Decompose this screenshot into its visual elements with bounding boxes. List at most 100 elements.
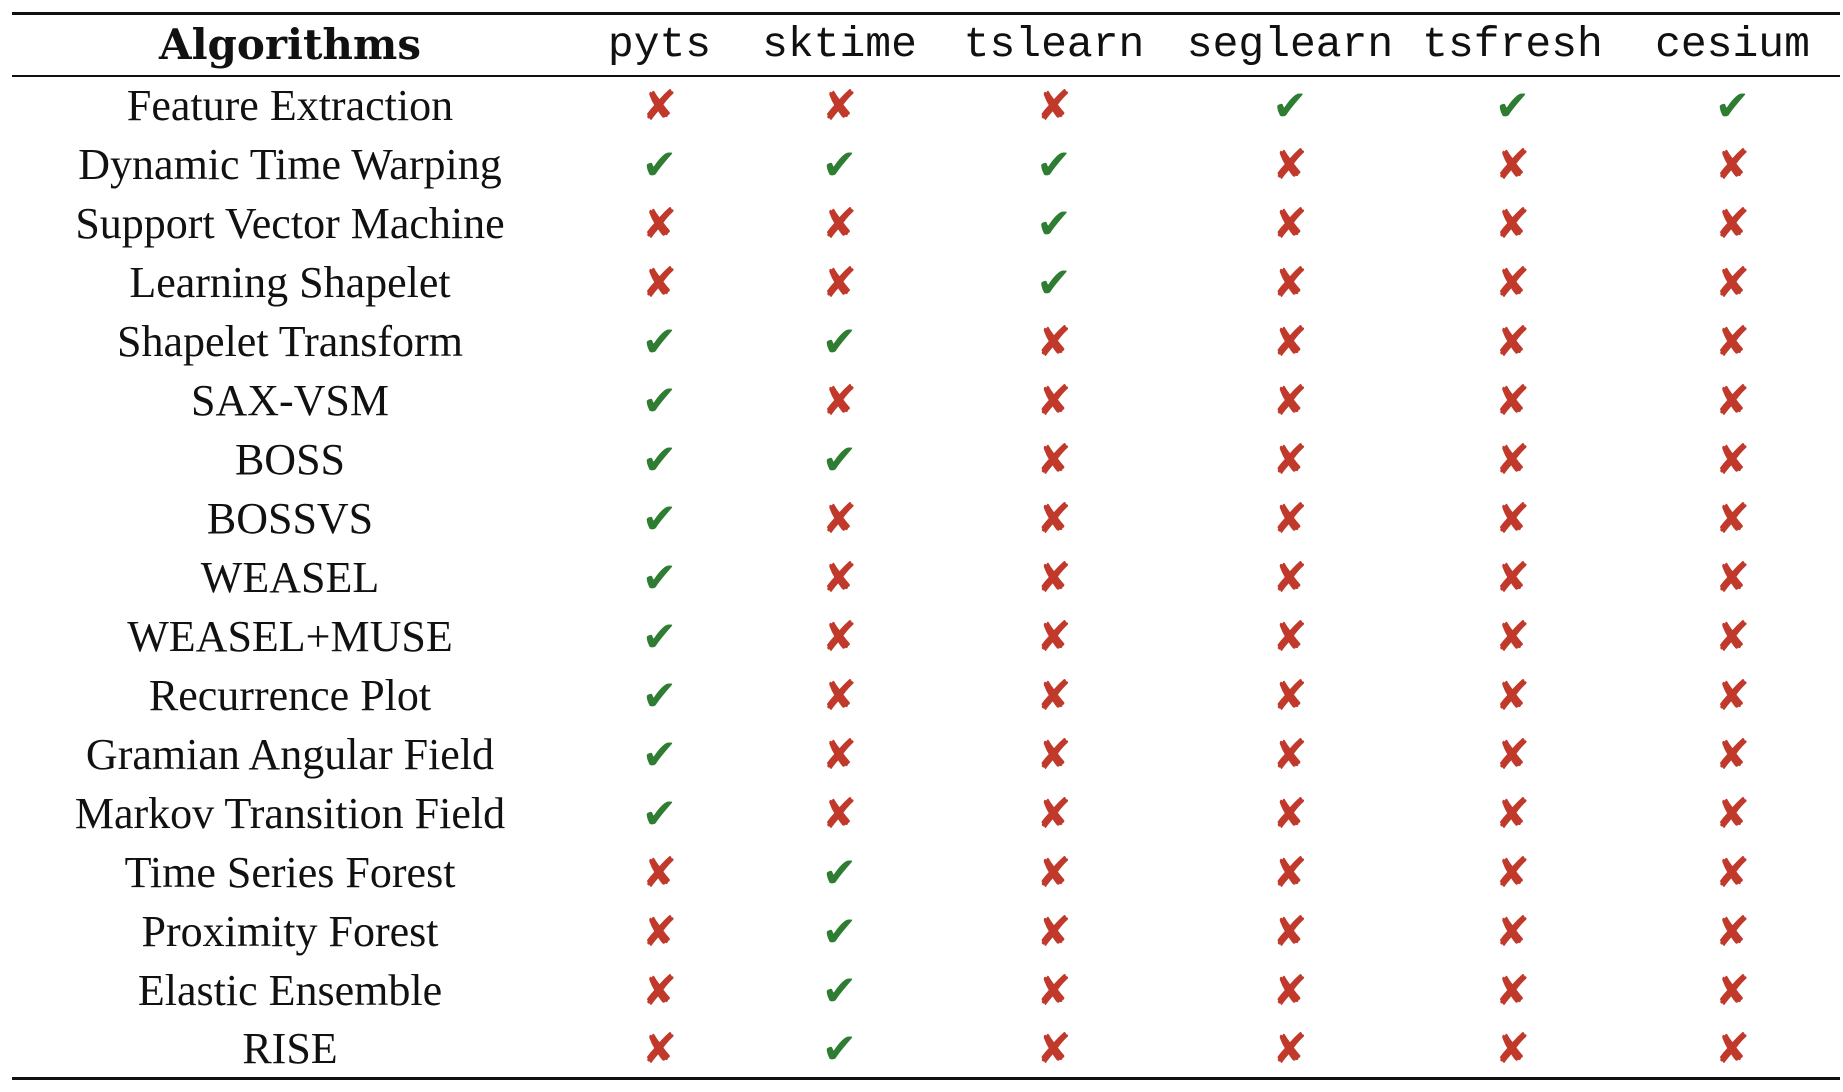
table-row: Time Series Forest ✘ ✔ ✘ ✘ ✘ ✘ bbox=[12, 843, 1840, 902]
table-row: Gramian Angular Field ✔ ✘ ✘ ✘ ✘ ✘ bbox=[12, 725, 1840, 784]
table-row: WEASEL+MUSE ✔ ✘ ✘ ✘ ✘ ✘ bbox=[12, 607, 1840, 666]
cross-mark-icon-tsfresh: ✘ bbox=[1494, 493, 1531, 543]
cross-mark-icon-tsfresh: ✘ bbox=[1494, 906, 1531, 956]
cross-mark-icon-seglearn: ✘ bbox=[1272, 611, 1308, 661]
check-mark-icon-pyts: ✔ bbox=[641, 729, 678, 779]
cross-mark-icon-seglearn: ✘ bbox=[1272, 316, 1308, 366]
cross-mark-icon-cesium: ✘ bbox=[1714, 375, 1751, 425]
table-row: BOSSVS ✔ ✘ ✘ ✘ ✘ ✘ bbox=[12, 489, 1840, 548]
cross-mark-icon-pyts: ✘ bbox=[641, 81, 678, 130]
check-mark-icon-sktime: ✔ bbox=[821, 847, 858, 897]
cross-mark-icon-tsfresh: ✘ bbox=[1494, 139, 1531, 189]
check-mark-icon-sktime: ✔ bbox=[821, 139, 858, 189]
cross-mark-icon-tsfresh: ✘ bbox=[1494, 316, 1531, 366]
algorithm-name: WEASEL+MUSE bbox=[127, 611, 453, 661]
cross-mark-icon-cesium: ✘ bbox=[1714, 434, 1751, 484]
cross-mark-icon-seglearn: ✘ bbox=[1272, 257, 1308, 307]
library-comparison-table: Algorithms pyts sktime tslearn seglearn … bbox=[12, 12, 1840, 1080]
cross-mark-icon-cesium: ✘ bbox=[1714, 1023, 1751, 1073]
cross-mark-icon-tslearn: ✘ bbox=[1036, 611, 1072, 661]
table-row: Support Vector Machine ✘ ✘ ✔ ✘ ✘ ✘ bbox=[12, 194, 1840, 253]
cross-mark-icon-tslearn: ✘ bbox=[1036, 375, 1072, 425]
check-mark-icon-pyts: ✔ bbox=[641, 788, 678, 838]
cross-mark-icon-sktime: ✘ bbox=[821, 729, 858, 779]
cross-mark-icon-cesium: ✘ bbox=[1714, 552, 1751, 602]
table-row: Recurrence Plot ✔ ✘ ✘ ✘ ✘ ✘ bbox=[12, 666, 1840, 725]
cross-mark-icon-tsfresh: ✘ bbox=[1494, 434, 1531, 484]
cross-mark-icon-tslearn: ✘ bbox=[1036, 906, 1072, 956]
table-row: RISE ✘ ✔ ✘ ✘ ✘ ✘ bbox=[12, 1020, 1840, 1079]
cross-mark-icon-tslearn: ✘ bbox=[1036, 81, 1072, 130]
table-body: Feature Extraction ✘ ✘ ✘ ✔ ✔ ✔ Dynamic Time War… bbox=[12, 76, 1840, 1079]
cross-mark-icon-sktime: ✘ bbox=[821, 670, 858, 720]
cross-mark-icon-seglearn: ✘ bbox=[1272, 906, 1308, 956]
table-row: BOSS ✔ ✔ ✘ ✘ ✘ ✘ bbox=[12, 430, 1840, 489]
check-mark-icon-tsfresh: ✔ bbox=[1494, 81, 1531, 130]
cross-mark-icon-seglearn: ✘ bbox=[1272, 788, 1308, 838]
algorithm-name: Learning Shapelet bbox=[129, 257, 451, 307]
cross-mark-icon-tsfresh: ✘ bbox=[1494, 670, 1531, 720]
library-header-tslearn: tslearn bbox=[963, 20, 1145, 70]
algorithm-name: Gramian Angular Field bbox=[85, 729, 495, 779]
algorithm-name: Markov Transition Field bbox=[74, 788, 506, 838]
check-mark-icon-tslearn: ✔ bbox=[1036, 257, 1072, 307]
cross-mark-icon-tsfresh: ✘ bbox=[1494, 788, 1531, 838]
library-header-seglearn: seglearn bbox=[1186, 20, 1394, 70]
library-header-sktime: sktime bbox=[762, 20, 917, 70]
table-row: WEASEL ✔ ✘ ✘ ✘ ✘ ✘ bbox=[12, 548, 1840, 607]
table-row: SAX-VSM ✔ ✘ ✘ ✘ ✘ ✘ bbox=[12, 371, 1840, 430]
table-row: Feature Extraction ✘ ✘ ✘ ✔ ✔ ✔ bbox=[12, 76, 1840, 135]
cross-mark-icon-cesium: ✘ bbox=[1714, 965, 1751, 1015]
cross-mark-icon-seglearn: ✘ bbox=[1272, 139, 1308, 189]
cross-mark-icon-seglearn: ✘ bbox=[1272, 198, 1308, 248]
check-mark-icon-pyts: ✔ bbox=[641, 493, 678, 543]
cross-mark-icon-tsfresh: ✘ bbox=[1494, 965, 1531, 1015]
check-mark-icon-tslearn: ✔ bbox=[1036, 139, 1072, 189]
cross-mark-icon-sktime: ✘ bbox=[821, 493, 858, 543]
check-mark-icon-tslearn: ✔ bbox=[1036, 198, 1072, 248]
cross-mark-icon-seglearn: ✘ bbox=[1272, 729, 1308, 779]
cross-mark-icon-tsfresh: ✘ bbox=[1494, 729, 1531, 779]
check-mark-icon-pyts: ✔ bbox=[641, 434, 678, 484]
library-header-tsfresh: tsfresh bbox=[1422, 20, 1603, 70]
cross-mark-icon-sktime: ✘ bbox=[821, 552, 858, 602]
cross-mark-icon-sktime: ✘ bbox=[821, 81, 858, 130]
table-header-row: Algorithms pyts sktime tslearn seglearn … bbox=[12, 13, 1840, 76]
cross-mark-icon-cesium: ✘ bbox=[1714, 611, 1751, 661]
cross-mark-icon-cesium: ✘ bbox=[1714, 198, 1751, 248]
cross-mark-icon-tslearn: ✘ bbox=[1036, 788, 1072, 838]
cross-mark-icon-pyts: ✘ bbox=[641, 965, 678, 1015]
algorithms-column-header: Algorithms bbox=[158, 20, 422, 70]
cross-mark-icon-sktime: ✘ bbox=[821, 257, 858, 307]
algorithm-name: Feature Extraction bbox=[126, 81, 454, 130]
cross-mark-icon-cesium: ✘ bbox=[1714, 139, 1751, 189]
cross-mark-icon-seglearn: ✘ bbox=[1272, 965, 1308, 1015]
cross-mark-icon-tsfresh: ✘ bbox=[1494, 611, 1531, 661]
cross-mark-icon-tslearn: ✘ bbox=[1036, 1023, 1072, 1073]
check-mark-icon-sktime: ✔ bbox=[821, 906, 858, 956]
cross-mark-icon-pyts: ✘ bbox=[641, 257, 678, 307]
cross-mark-icon-sktime: ✘ bbox=[821, 788, 858, 838]
algorithm-name: Recurrence Plot bbox=[148, 670, 432, 720]
algorithm-name: BOSSVS bbox=[206, 493, 374, 543]
cross-mark-icon-tslearn: ✘ bbox=[1036, 729, 1072, 779]
table-row: Markov Transition Field ✔ ✘ ✘ ✘ ✘ ✘ bbox=[12, 784, 1840, 843]
check-mark-icon-pyts: ✔ bbox=[641, 552, 678, 602]
algorithm-name: WEASEL bbox=[200, 552, 380, 602]
check-mark-icon-sktime: ✔ bbox=[821, 1023, 858, 1073]
check-mark-icon-sktime: ✔ bbox=[821, 965, 858, 1015]
cross-mark-icon-sktime: ✘ bbox=[821, 198, 858, 248]
algorithm-name: BOSS bbox=[234, 434, 346, 484]
cross-mark-icon-tslearn: ✘ bbox=[1036, 847, 1072, 897]
table-row: Learning Shapelet ✘ ✘ ✔ ✘ ✘ ✘ bbox=[12, 253, 1840, 312]
table-row: Dynamic Time Warping ✔ ✔ ✔ ✘ ✘ ✘ bbox=[12, 135, 1840, 194]
cross-mark-icon-tslearn: ✘ bbox=[1036, 493, 1072, 543]
check-mark-icon-pyts: ✔ bbox=[641, 670, 678, 720]
cross-mark-icon-tsfresh: ✘ bbox=[1494, 847, 1531, 897]
cross-mark-icon-cesium: ✘ bbox=[1714, 906, 1751, 956]
check-mark-icon-pyts: ✔ bbox=[641, 611, 678, 661]
cross-mark-icon-tsfresh: ✘ bbox=[1494, 375, 1531, 425]
cross-mark-icon-seglearn: ✘ bbox=[1272, 375, 1308, 425]
library-header-cesium: cesium bbox=[1655, 20, 1810, 70]
cross-mark-icon-cesium: ✘ bbox=[1714, 847, 1751, 897]
